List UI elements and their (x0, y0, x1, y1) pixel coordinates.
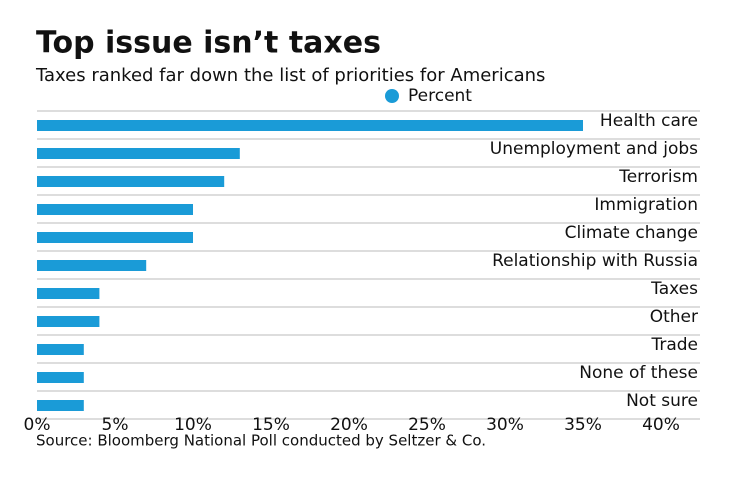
x-tick-label: 15% (252, 415, 290, 435)
x-tick-label: 5% (102, 415, 129, 435)
x-tick-label: 10% (174, 415, 212, 435)
category-label: Not sure (626, 391, 698, 411)
x-tick-label: 35% (564, 415, 602, 435)
category-label: Trade (650, 335, 698, 355)
legend-marker (385, 89, 399, 103)
bar (37, 400, 84, 411)
bar (37, 316, 100, 327)
category-label: None of these (579, 363, 698, 383)
bar (37, 232, 193, 243)
chart-title: Top issue isn’t taxes (36, 26, 381, 61)
chart-subtitle: Taxes ranked far down the list of priori… (35, 65, 545, 86)
x-tick-label: 25% (408, 415, 446, 435)
bar (37, 372, 84, 383)
category-label: Taxes (650, 279, 698, 299)
category-label: Climate change (565, 223, 698, 243)
source-note: Source: Bloomberg National Poll conducte… (36, 432, 486, 450)
category-label: Relationship with Russia (492, 251, 698, 271)
bar (37, 204, 193, 215)
bar (37, 344, 84, 355)
x-tick-label: 30% (486, 415, 524, 435)
legend-label: Percent (408, 86, 472, 106)
bar (37, 148, 240, 159)
bar (37, 176, 225, 187)
category-label: Terrorism (618, 167, 698, 187)
x-tick-label: 0% (24, 415, 51, 435)
category-label: Health care (600, 111, 698, 131)
x-tick-label: 40% (642, 415, 680, 435)
bar (37, 260, 147, 271)
category-label: Immigration (594, 195, 698, 215)
bar (37, 120, 583, 131)
bar (37, 288, 100, 299)
x-tick-label: 20% (330, 415, 368, 435)
category-label: Unemployment and jobs (490, 139, 698, 159)
category-label: Other (650, 307, 698, 327)
